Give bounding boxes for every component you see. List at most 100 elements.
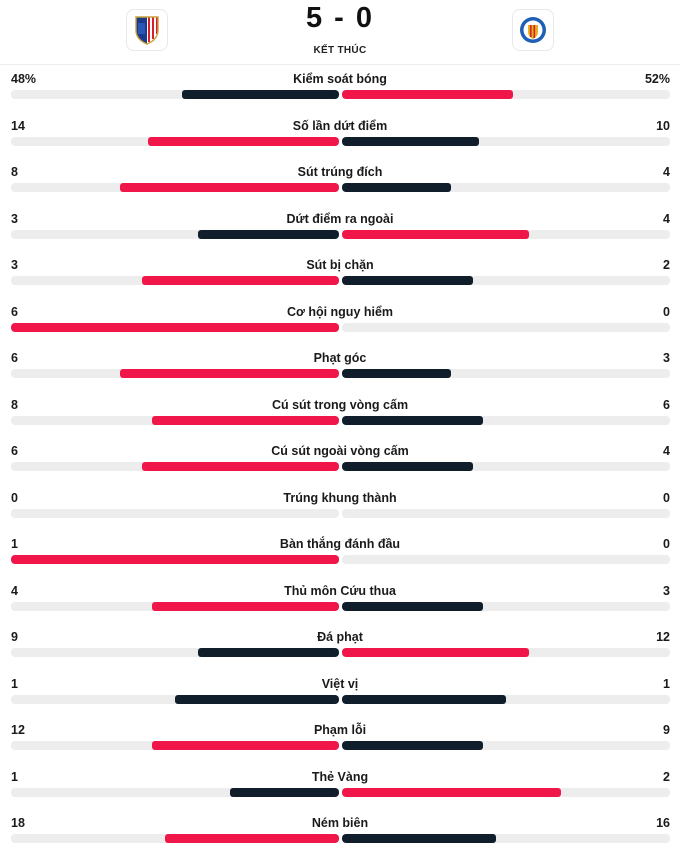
away-stat-bar xyxy=(342,601,483,611)
away-stat-track xyxy=(342,183,670,192)
stat-row: 9 Đá phạt 12 xyxy=(0,622,680,669)
home-stat-bar xyxy=(198,229,339,239)
home-stat-bar xyxy=(142,462,339,471)
home-stat-track xyxy=(11,183,339,192)
stat-label: Thẻ Vàng xyxy=(311,769,369,784)
match-score: 5 - 0 xyxy=(305,2,375,34)
away-stat-bar xyxy=(342,741,483,750)
home-stat-value: 3 xyxy=(11,211,18,226)
stat-label: Trúng khung thành xyxy=(283,490,397,505)
away-stat-bar xyxy=(342,136,479,146)
away-stat-bar xyxy=(342,462,474,471)
home-stat-value: 1 xyxy=(11,537,18,551)
home-stat-bar xyxy=(181,90,339,99)
away-stat-value: 1 xyxy=(663,676,670,691)
away-stat-track xyxy=(342,834,670,843)
away-stat-value: 2 xyxy=(663,769,670,784)
stat-label: Bàn thắng đánh đầu xyxy=(279,537,401,551)
stat-row: 8 Sút trúng đích 4 xyxy=(0,157,680,204)
away-stat-value: 52% xyxy=(644,72,670,86)
away-stat-track xyxy=(342,508,670,518)
match-stats-list: 48% Kiểm soát bóng 52% 14 Số lần dứt điểm 10 8… xyxy=(0,64,680,855)
stat-row: 6 Cơ hội nguy hiểm 0 xyxy=(0,297,680,344)
away-stat-bar xyxy=(342,415,483,425)
away-stat-track xyxy=(342,462,670,471)
stat-label: Cú sút trong vòng cấm xyxy=(271,397,409,412)
stat-label: Phạm lỗi xyxy=(313,723,367,737)
away-stat-value: 0 xyxy=(663,304,670,319)
away-stat-track xyxy=(342,276,670,285)
stat-label: Việt vị xyxy=(321,676,359,691)
home-stat-value: 0 xyxy=(11,490,18,505)
stat-row: 14 Số lần dứt điểm 10 xyxy=(0,111,680,158)
away-stat-value: 0 xyxy=(663,537,670,551)
home-stat-track xyxy=(11,415,339,425)
away-stat-track xyxy=(342,229,670,239)
home-stat-track xyxy=(11,229,339,239)
stat-label: Đá phạt xyxy=(317,630,363,644)
away-stat-track xyxy=(342,415,670,425)
away-stat-bar xyxy=(342,834,497,843)
home-stat-value: 6 xyxy=(11,304,18,319)
home-stat-bar xyxy=(151,415,339,425)
away-stat-value: 12 xyxy=(656,630,670,644)
away-stat-track xyxy=(342,555,670,564)
away-stat-bar xyxy=(342,694,506,704)
home-stat-value: 1 xyxy=(11,676,18,691)
stat-row: 4 Thủ môn Cứu thua 3 xyxy=(0,576,680,623)
home-stat-bar xyxy=(165,834,339,843)
stat-label: Thủ môn Cứu thua xyxy=(284,583,396,598)
match-status: KẾT THÚC xyxy=(313,45,367,56)
stat-row: 0 Trúng khung thành 0 xyxy=(0,483,680,530)
home-stat-value: 14 xyxy=(11,118,25,133)
away-stat-value: 2 xyxy=(663,258,670,272)
stat-row: 3 Dứt điểm ra ngoài 4 xyxy=(0,204,680,251)
away-stat-track xyxy=(342,369,670,378)
home-stat-bar xyxy=(142,276,339,285)
away-stat-track xyxy=(342,601,670,611)
home-stat-value: 18 xyxy=(11,816,25,830)
stat-row: 12 Phạm lỗi 9 xyxy=(0,715,680,762)
away-stat-value: 4 xyxy=(663,444,670,458)
away-stat-track xyxy=(342,694,670,704)
home-stat-track xyxy=(11,834,339,843)
home-stat-value: 12 xyxy=(11,723,25,737)
stat-label: Dứt điểm ra ngoài xyxy=(286,211,394,226)
away-stat-track xyxy=(342,741,670,750)
home-stat-bar xyxy=(175,694,339,704)
away-stat-track xyxy=(342,322,670,332)
home-stat-bar xyxy=(147,136,339,146)
away-stat-value: 4 xyxy=(663,211,670,226)
stat-row: 1 Thẻ Vàng 2 xyxy=(0,762,680,809)
away-team-crest[interactable] xyxy=(512,9,554,51)
away-stat-bar xyxy=(342,183,452,192)
away-stat-value: 16 xyxy=(656,816,670,830)
stat-label: Cơ hội nguy hiểm xyxy=(286,304,394,319)
home-stat-track xyxy=(11,276,339,285)
away-stat-value: 6 xyxy=(663,397,670,412)
home-stat-value: 6 xyxy=(11,351,18,365)
home-stat-bar xyxy=(120,183,339,192)
away-stat-track xyxy=(342,90,670,99)
stat-label: Cú sút ngoài vòng cấm xyxy=(271,444,409,458)
away-stat-value: 9 xyxy=(663,723,670,737)
stat-row: 1 Việt vị 1 xyxy=(0,669,680,716)
home-stat-track xyxy=(11,136,339,146)
home-stat-track xyxy=(11,322,339,332)
home-team-crest[interactable] xyxy=(126,9,168,51)
home-stat-track xyxy=(11,787,339,797)
home-stat-track xyxy=(11,648,339,657)
away-stat-value: 3 xyxy=(663,351,670,365)
away-stat-value: 10 xyxy=(656,118,670,133)
home-stat-value: 1 xyxy=(11,769,18,784)
stat-row: 6 Cú sút ngoài vòng cấm 4 xyxy=(0,436,680,483)
home-stat-track xyxy=(11,90,339,99)
stat-label: Ném biên xyxy=(311,816,369,830)
home-stat-track xyxy=(11,601,339,611)
home-stat-track xyxy=(11,462,339,471)
home-stat-track xyxy=(11,555,339,564)
stat-label: Số lần dứt điểm xyxy=(292,118,388,133)
home-stat-value: 9 xyxy=(11,630,18,644)
stat-row: 8 Cú sút trong vòng cấm 6 xyxy=(0,390,680,437)
away-stat-value: 3 xyxy=(663,583,670,598)
